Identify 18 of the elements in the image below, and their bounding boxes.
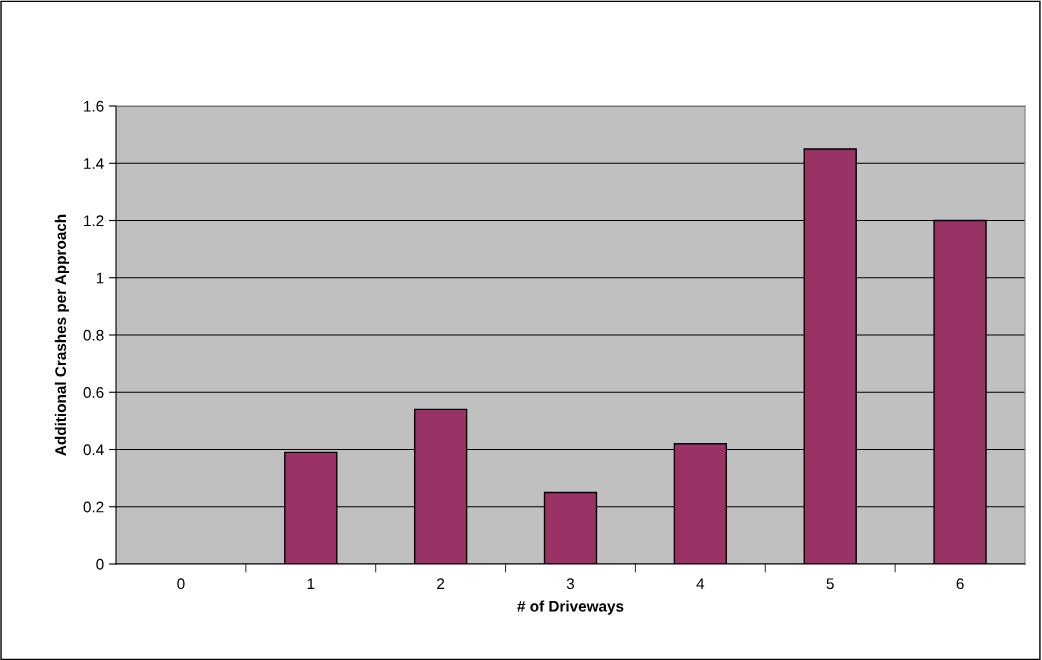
y-tick-label: 0.6 (83, 387, 104, 398)
y-tick-label: 0.8 (83, 329, 104, 341)
x-axis-title: # of Driveways (517, 600, 624, 615)
y-tick-label: 1.2 (84, 215, 104, 227)
x-tick-label: 1 (307, 578, 315, 589)
y-tick-label: 1.6 (84, 100, 104, 112)
x-tick-label: 0 (177, 578, 185, 590)
y-tick-label: 0.2 (83, 501, 104, 513)
y-axis-title: Additional Crashes per Approach (54, 214, 70, 456)
x-tick-label: 5 (826, 578, 834, 590)
y-tick-label: 0 (96, 558, 104, 570)
x-tick-label: 2 (437, 578, 445, 589)
y-tick-label: 0.4 (83, 444, 104, 456)
x-tick-label: 4 (696, 578, 705, 589)
y-tick-label: 1 (96, 272, 104, 284)
x-tick-label: 3 (566, 578, 575, 590)
x-tick-label: 6 (956, 578, 964, 590)
y-tick-label: 1.4 (84, 158, 104, 169)
